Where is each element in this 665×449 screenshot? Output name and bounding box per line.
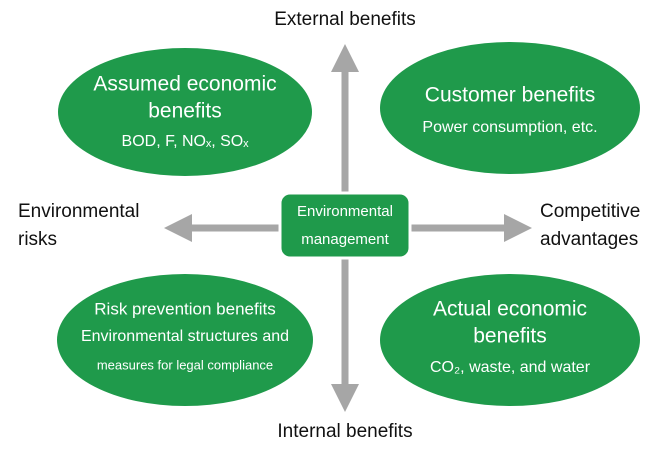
quadrant-title: Customer benefits [425, 84, 595, 107]
axis-label-top: External benefits [274, 9, 416, 30]
quadrant-ellipse [380, 274, 640, 406]
quadrant-ellipse [380, 42, 640, 174]
quadrant-ellipse [58, 48, 312, 176]
quadrant-detail: BOD, F, NOₓ, SOₓ [122, 133, 250, 150]
quadrant-ellipse [57, 274, 313, 406]
quadrant-title: benefits [473, 325, 547, 348]
axis-label-bottom: Internal benefits [277, 421, 412, 442]
quadrant-detail: Environmental structures and [81, 328, 289, 345]
axis-label-left: Environmental [18, 201, 139, 222]
quadrant-title: Assumed economic [93, 73, 276, 96]
quadrant-title: benefits [148, 100, 222, 123]
center-label: management [301, 231, 389, 248]
quadrant-detail: Power consumption, etc. [422, 119, 597, 136]
quadrant-title: Risk prevention benefits [94, 299, 275, 318]
quadrant-detail: CO₂, waste, and water [430, 359, 591, 376]
axis-label-right: advantages [540, 229, 638, 250]
center-label: Environmental [297, 203, 393, 220]
axis-label-right: Competitive [540, 201, 640, 222]
quadrant-detail: measures for legal compliance [97, 357, 273, 372]
quadrant-title: Actual economic [433, 298, 587, 321]
center-box [278, 191, 412, 260]
axis-label-left: risks [18, 229, 57, 250]
